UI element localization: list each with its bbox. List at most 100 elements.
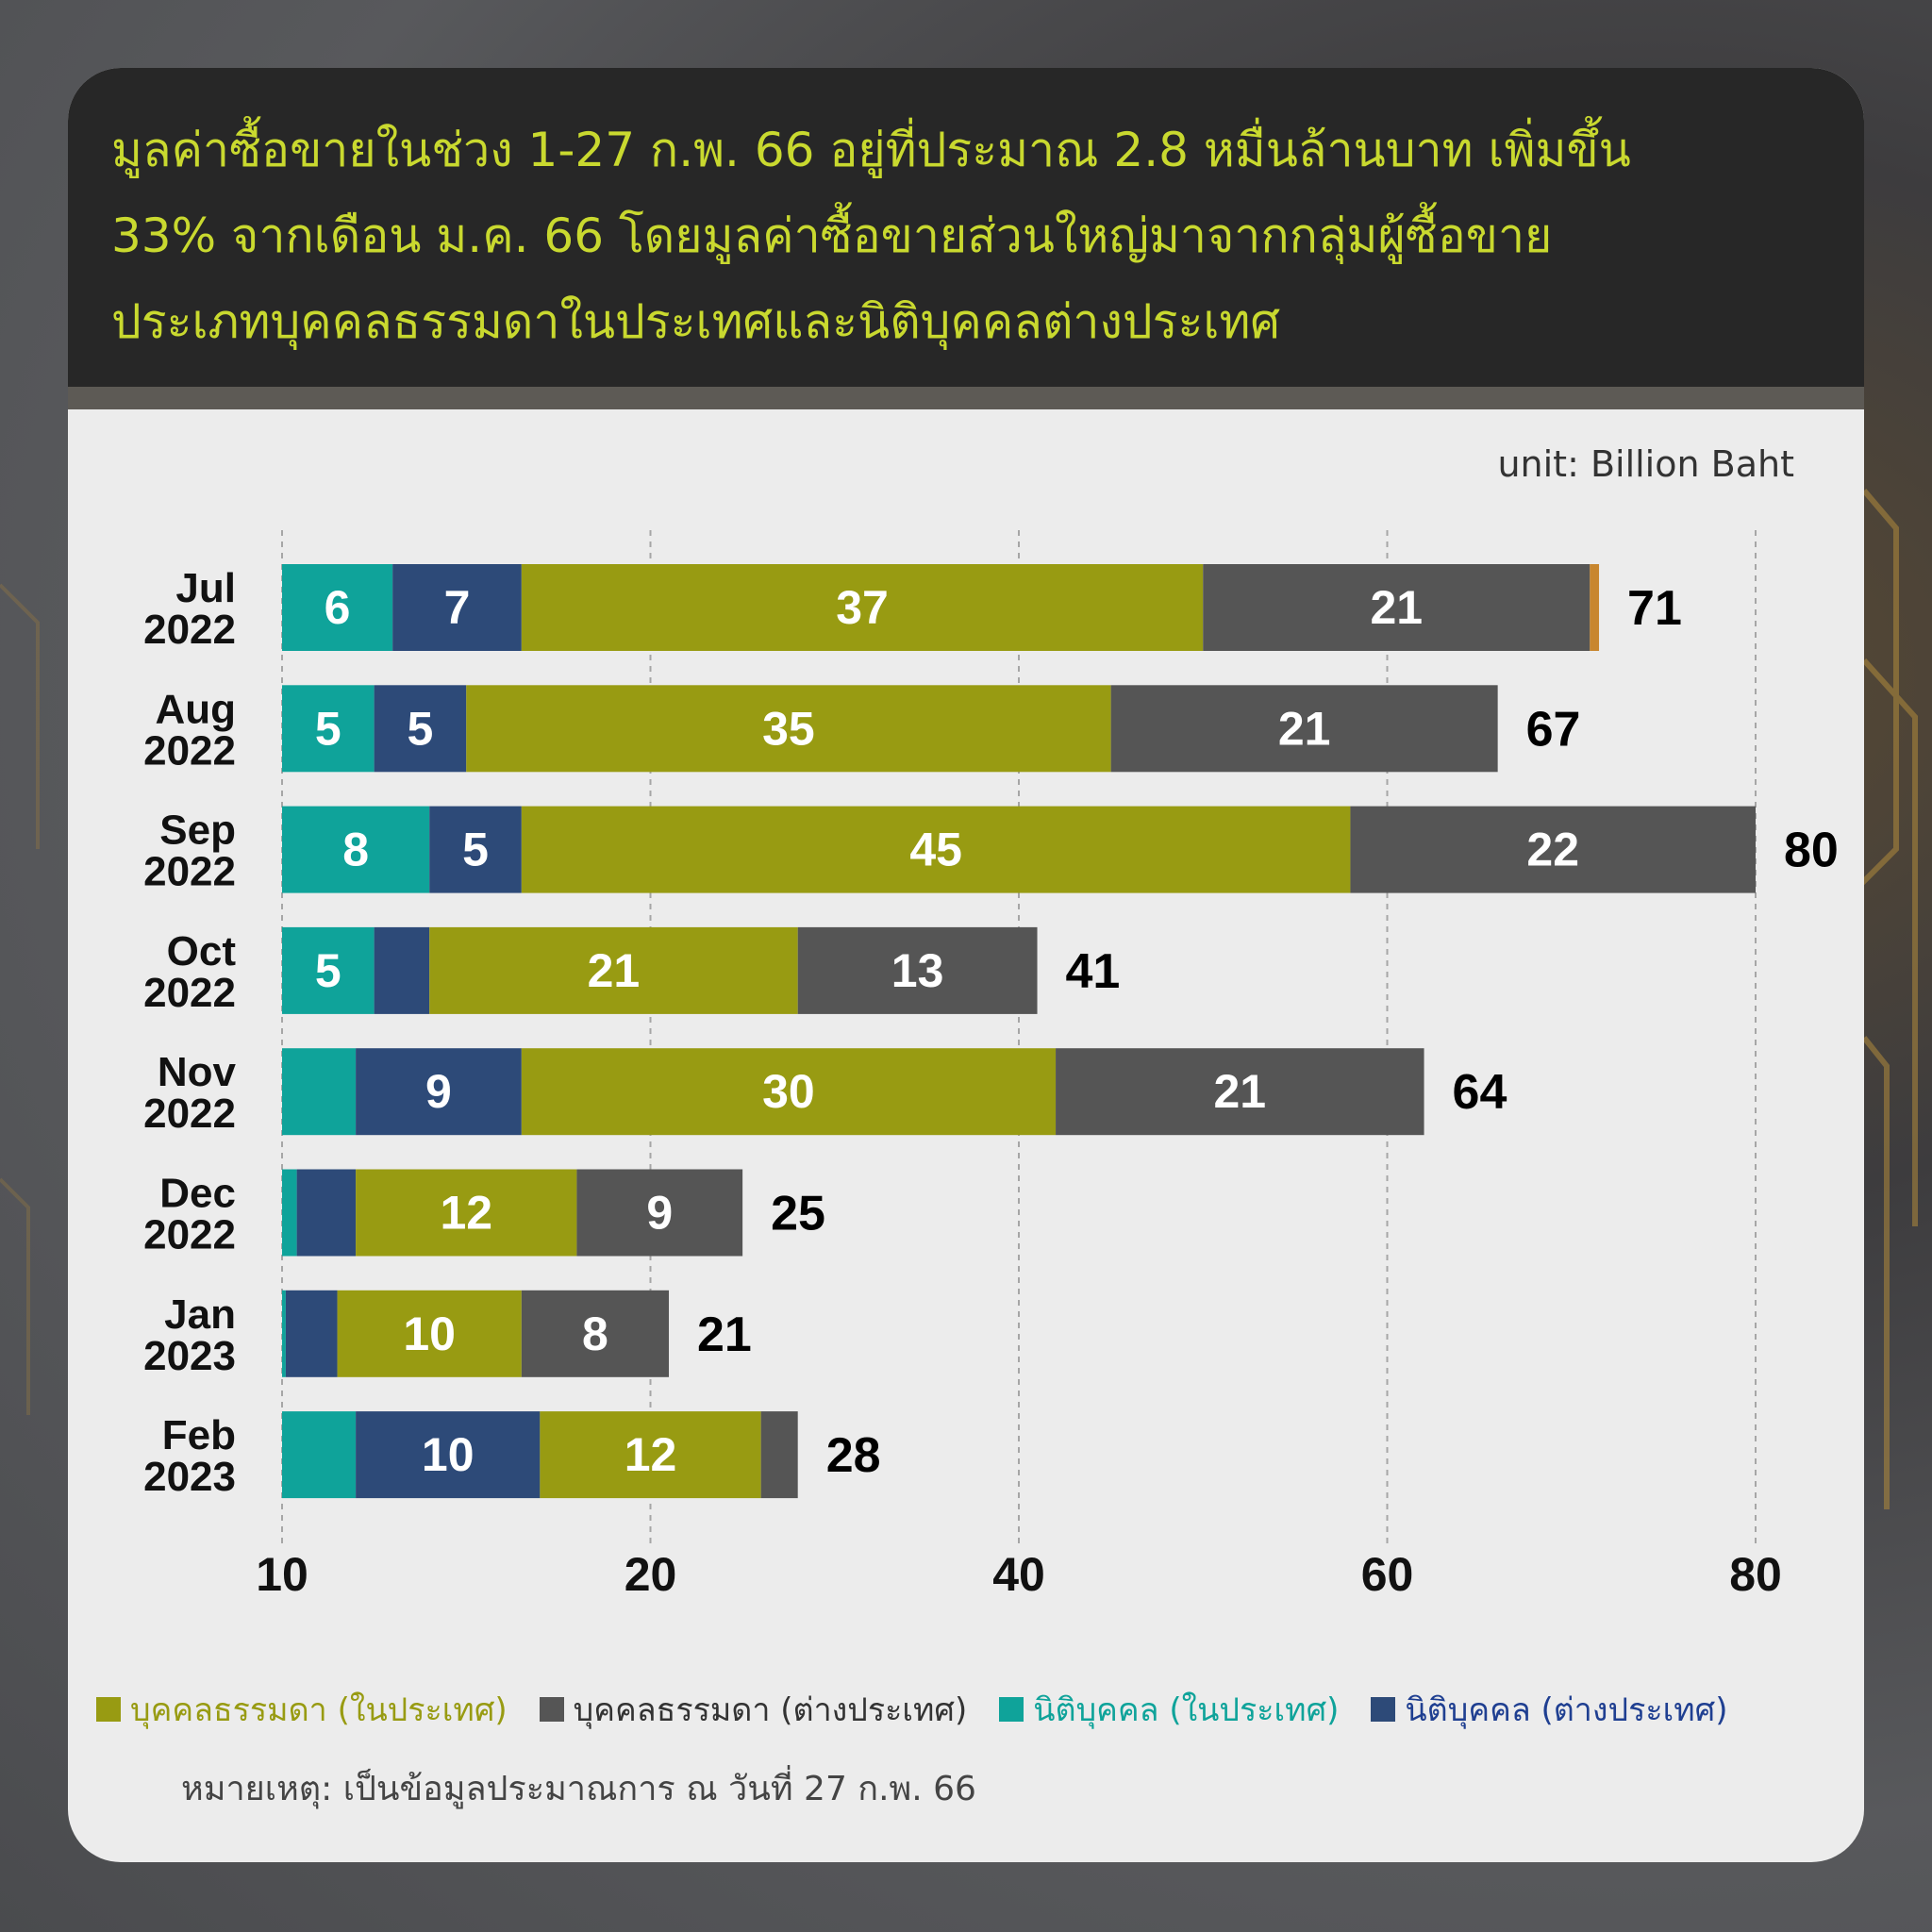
legend-label: บุคคลธรรมดา (ในประเทศ) bbox=[130, 1691, 508, 1729]
bar-segment bbox=[1056, 1048, 1424, 1136]
bar-segment-label: 45 bbox=[909, 824, 962, 876]
bar-total-label: 80 bbox=[1784, 824, 1839, 878]
headline-banner: มูลค่าซื้อขายในช่วง 1-27 ก.พ. 66 อยู่ที่… bbox=[68, 68, 1864, 387]
bar-segment bbox=[429, 926, 798, 1014]
legend-item: นิติบุคคล (ต่างประเทศ) bbox=[1371, 1684, 1727, 1735]
y-category-label: 2022 bbox=[143, 727, 236, 774]
legend-swatch bbox=[539, 1697, 564, 1722]
legend-swatch bbox=[1371, 1697, 1396, 1722]
bar-segment bbox=[285, 1290, 338, 1377]
y-category-label: Feb bbox=[162, 1412, 236, 1458]
bar-total-label: 21 bbox=[697, 1307, 752, 1362]
bar-segment bbox=[282, 685, 375, 773]
bar-total-label: 64 bbox=[1453, 1065, 1507, 1120]
bar-segment-label: 12 bbox=[440, 1187, 492, 1240]
y-category-label: Sep bbox=[159, 808, 236, 854]
y-category-label: Oct bbox=[167, 928, 237, 974]
bar-segment-label: 22 bbox=[1526, 824, 1579, 876]
bar-segment bbox=[1350, 806, 1756, 893]
legend-label: นิติบุคคล (ในประเทศ) bbox=[1033, 1691, 1340, 1729]
legend-item: นิติบุคคล (ในประเทศ) bbox=[999, 1684, 1339, 1735]
bar-segment bbox=[521, 1048, 1057, 1136]
y-category-label: Jan bbox=[164, 1291, 236, 1338]
bar-segment-label: 8 bbox=[342, 824, 369, 876]
headline-text: มูลค่าซื้อขายในช่วง 1-27 ก.พ. 66 อยู่ที่… bbox=[111, 123, 1631, 349]
bar-segment-label: 5 bbox=[315, 702, 341, 755]
bar-segment-label: 12 bbox=[625, 1428, 677, 1481]
bar-segment-label: 13 bbox=[891, 944, 944, 997]
x-tick-label: 40 bbox=[992, 1548, 1045, 1601]
bar-segment-label: 21 bbox=[1213, 1065, 1266, 1118]
bar-segment bbox=[356, 1169, 577, 1257]
bar-segment bbox=[1590, 564, 1600, 651]
y-category-label: 2022 bbox=[143, 970, 236, 1016]
bar-segment-label: 35 bbox=[762, 702, 815, 755]
bar-segment bbox=[282, 1169, 297, 1257]
y-category-label: 2022 bbox=[143, 607, 236, 653]
bar-segment bbox=[540, 1411, 761, 1499]
bar-segment-label: 10 bbox=[403, 1307, 456, 1360]
bar-segment bbox=[521, 806, 1351, 893]
y-category-label: Aug bbox=[155, 686, 236, 732]
bar-segment-label: 21 bbox=[1278, 702, 1331, 755]
bar-segment bbox=[797, 926, 1038, 1014]
bar-segment-label: 21 bbox=[588, 944, 641, 997]
chart-legend: บุคคลธรรมดา (ในประเทศ) บุคคลธรรมดา (ต่างป… bbox=[96, 1681, 1851, 1738]
bar-segment-label: 10 bbox=[422, 1428, 475, 1481]
bar-segment bbox=[282, 1290, 286, 1377]
footnote: หมายเหตุ: เป็นข้อมูลประมาณการ ณ วันที่ 2… bbox=[181, 1770, 976, 1808]
legend-item: บุคคลธรรมดา (ต่างประเทศ) bbox=[539, 1684, 968, 1735]
bar-segment-label: 30 bbox=[762, 1065, 815, 1118]
bar-segment bbox=[282, 1411, 357, 1499]
y-category-label: 2023 bbox=[143, 1454, 236, 1500]
bar-segment bbox=[356, 1048, 522, 1136]
bar-segment bbox=[429, 806, 522, 893]
bar-total-label: 25 bbox=[771, 1187, 825, 1241]
bar-segment bbox=[521, 564, 1204, 651]
legend-label: บุคคลธรรมดา (ต่างประเทศ) bbox=[573, 1691, 968, 1729]
legend-swatch bbox=[96, 1697, 121, 1722]
bar-segment bbox=[760, 1411, 798, 1499]
bar-segment bbox=[521, 1290, 670, 1377]
x-tick-label: 10 bbox=[256, 1548, 308, 1601]
chart-card: มูลค่าซื้อขายในช่วง 1-27 ก.พ. 66 อยู่ที่… bbox=[68, 68, 1864, 1862]
y-category-label: 2023 bbox=[143, 1333, 236, 1379]
bar-total-label: 67 bbox=[1526, 702, 1581, 757]
bar-segment-label: 9 bbox=[646, 1187, 673, 1240]
y-category-label: 2022 bbox=[143, 849, 236, 895]
legend-swatch bbox=[999, 1697, 1024, 1722]
bar-segment-label: 7 bbox=[444, 581, 471, 634]
bar-segment bbox=[576, 1169, 743, 1257]
x-tick-label: 80 bbox=[1729, 1548, 1782, 1601]
bar-segment bbox=[282, 926, 375, 1014]
bar-segment bbox=[1110, 685, 1498, 773]
bar-segment-label: 21 bbox=[1370, 581, 1423, 634]
bar-segment-label: 5 bbox=[462, 824, 489, 876]
y-category-label: Jul bbox=[175, 565, 236, 611]
bar-segment bbox=[296, 1169, 357, 1257]
bar-segment-label: 8 bbox=[582, 1307, 608, 1360]
bar-segment bbox=[466, 685, 1111, 773]
bar-segment bbox=[356, 1411, 541, 1499]
bar-total-label: 41 bbox=[1066, 944, 1121, 999]
bar-segment bbox=[282, 1048, 357, 1136]
bar-segment bbox=[282, 564, 393, 651]
legend-item: บุคคลธรรมดา (ในประเทศ) bbox=[96, 1684, 508, 1735]
x-tick-label: 60 bbox=[1361, 1548, 1414, 1601]
bar-segment-label: 37 bbox=[836, 581, 889, 634]
y-category-label: Dec bbox=[159, 1171, 236, 1217]
bar-segment-label: 9 bbox=[425, 1065, 452, 1118]
unit-label: unit: Billion Baht bbox=[1497, 443, 1794, 485]
y-category-label: Nov bbox=[158, 1049, 237, 1095]
bar-segment-label: 5 bbox=[315, 944, 341, 997]
legend-label: นิติบุคคล (ต่างประเทศ) bbox=[1405, 1691, 1728, 1729]
bar-segment bbox=[282, 806, 430, 893]
bar-segment bbox=[392, 564, 522, 651]
bar-segment-label: 6 bbox=[325, 581, 351, 634]
bar-segment bbox=[337, 1290, 522, 1377]
bar-total-label: 28 bbox=[826, 1428, 881, 1483]
bar-segment bbox=[1203, 564, 1591, 651]
bar-total-label: 71 bbox=[1627, 581, 1682, 636]
